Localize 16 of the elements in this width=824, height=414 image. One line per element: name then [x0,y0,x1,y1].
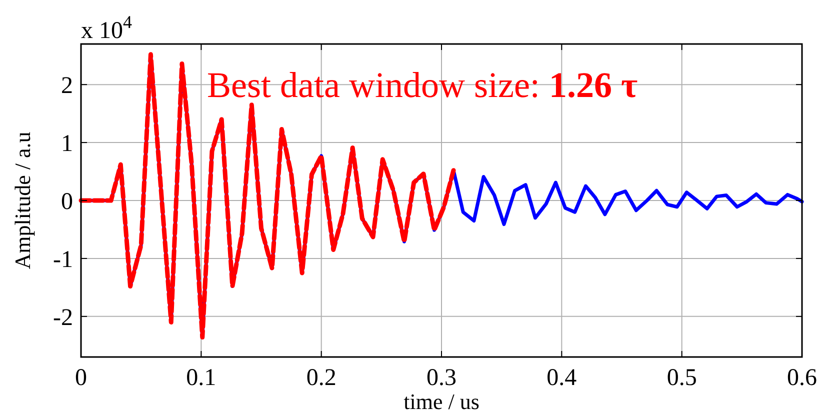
x-tick-label: 0.4 [546,365,577,391]
x-tick-label: 0.1 [186,365,216,391]
x-tick-label: 0.5 [666,365,697,391]
x-tick-label: 0.3 [426,365,456,391]
y-tick-label: 1 [61,130,73,157]
y-tick-label: -2 [53,304,73,331]
annotation: Best data window size: [207,65,540,105]
x-axis-title: time / us [404,389,480,414]
y-tick-label: 0 [61,188,73,215]
annotation: 1.26 τ [540,65,638,105]
y-tick-label: -1 [53,246,73,273]
annotation: x 10$^{4}$ [81,12,132,44]
y-tick-label: 2 [61,72,73,99]
x-tick-label: 0.2 [306,365,336,391]
x-tick-label: 0.6 [787,365,817,391]
y-axis-title: Amplitude / a.u [10,132,35,270]
